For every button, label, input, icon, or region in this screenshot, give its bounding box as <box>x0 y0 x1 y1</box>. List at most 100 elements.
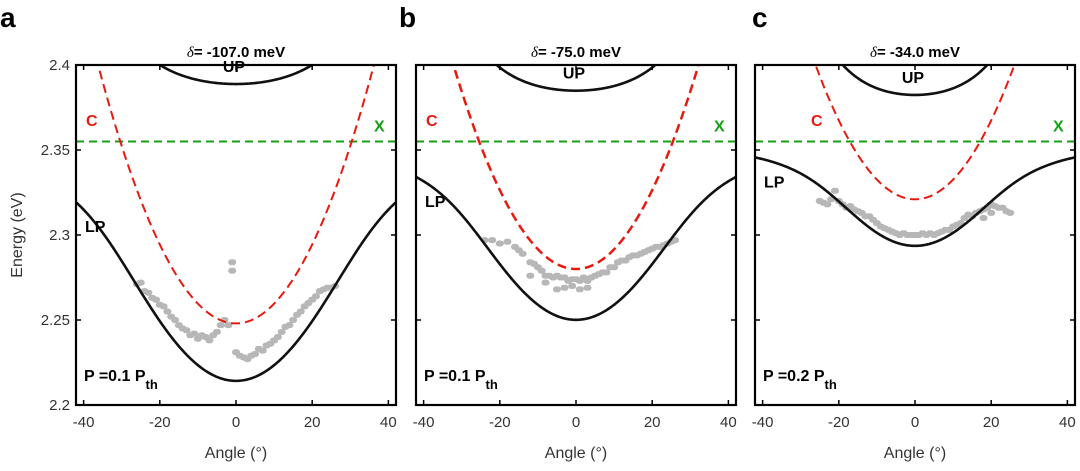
data-point <box>1006 209 1015 216</box>
data-point <box>610 264 619 271</box>
power-label: P =0.2 Pth <box>763 368 837 392</box>
y-tick-label: 2.25 <box>41 312 70 329</box>
data-point <box>831 187 839 194</box>
cavity-label: C <box>811 113 823 130</box>
data-point <box>526 272 535 279</box>
lp-label: LP <box>85 219 106 236</box>
data-point <box>205 337 214 344</box>
data-point <box>182 327 191 334</box>
detuning-value: = -107.0 meV <box>194 44 285 61</box>
x-tick-label: 40 <box>380 414 397 431</box>
cavity-label: C <box>426 113 438 130</box>
power-value: P =0.1 P <box>424 368 486 385</box>
cavity-label: C <box>86 113 98 130</box>
cavity-curve <box>452 65 700 271</box>
data-point <box>568 283 577 289</box>
power-label: P =0.1 Pth <box>424 368 498 392</box>
data-point <box>212 328 221 335</box>
data-point <box>152 296 160 303</box>
panel-title: δ= -75.0 meV <box>531 44 621 61</box>
power-label: P =0.1 Pth <box>84 368 158 392</box>
panel-title: δ= -34.0 meV <box>870 44 960 61</box>
upper-polariton-curve <box>841 65 989 97</box>
lower-polariton-curve <box>76 201 396 383</box>
data-point <box>190 330 199 337</box>
plot-area <box>76 65 396 383</box>
y-tick-label: 2.2 <box>49 397 70 414</box>
data-point <box>602 269 611 276</box>
data-point <box>518 250 527 257</box>
upper-polariton-curve <box>157 65 315 86</box>
axes-frame <box>414 63 738 407</box>
exciton-label: X <box>714 119 725 136</box>
x-tick-label: -20 <box>149 414 171 431</box>
delta-symbol: δ <box>531 45 539 61</box>
detuning-value: = -34.0 meV <box>877 44 960 61</box>
data-point <box>277 328 286 335</box>
x-axis-label: Angle (°) <box>884 445 946 462</box>
plot-area <box>755 65 1075 248</box>
data-point <box>495 240 504 247</box>
data-point <box>285 322 294 329</box>
lp-label: LP <box>425 194 446 211</box>
data-point <box>488 237 497 244</box>
up-label: UP <box>223 59 246 76</box>
x-tick-label: 0 <box>232 414 240 431</box>
data-point <box>552 286 561 293</box>
y-tick-label: 2.4 <box>49 57 70 74</box>
panel-b: b δ= -75.0 meV -40 -20 0 20 40 Angle (°) UP LP C X P… <box>399 2 738 462</box>
delta-symbol: δ <box>187 45 195 61</box>
data-point <box>228 259 237 266</box>
x-axis-label: Angle (°) <box>205 445 267 462</box>
data-point <box>251 351 260 357</box>
lower-polariton-curve <box>416 175 736 322</box>
data-point <box>537 267 546 274</box>
data-point <box>273 334 282 340</box>
data-point <box>987 209 996 216</box>
detuning-value: = -75.0 meV <box>538 44 621 61</box>
data-point <box>583 284 592 291</box>
data-point <box>224 322 233 329</box>
upper-polariton-curve <box>494 65 658 92</box>
x-tick-label: -40 <box>752 414 774 431</box>
up-label: UP <box>902 70 925 87</box>
data-point <box>289 317 298 323</box>
x-tick-label: 40 <box>720 414 737 431</box>
plot-area <box>416 65 736 322</box>
panel-c: c δ= -34.0 meV -40 -20 0 20 40 Angle (°) UP LP C X P… <box>752 2 1077 462</box>
y-tick-label: 2.35 <box>41 142 70 159</box>
data-point <box>823 201 832 208</box>
data-point <box>144 289 153 296</box>
power-value: P =0.2 P <box>763 368 825 385</box>
x-tick-label: 0 <box>911 414 919 431</box>
x-tick-label: -20 <box>828 414 850 431</box>
panel-title: δ= -107.0 meV <box>187 44 285 61</box>
panel-letter: b <box>399 2 416 33</box>
panel-a: a δ= -107.0 meV -40 -20 0 20 40 2.2 2.25 2.3 2.35 2… <box>0 2 398 462</box>
data-point <box>312 293 320 300</box>
data-point <box>541 279 550 286</box>
x-axis-label: Angle (°) <box>545 445 607 462</box>
exciton-label: X <box>374 119 385 136</box>
exciton-label: X <box>1053 119 1064 136</box>
delta-symbol: δ <box>870 45 878 61</box>
power-subscript: th <box>146 377 158 392</box>
y-tick-label: 2.3 <box>49 227 70 244</box>
lp-label: LP <box>764 174 785 191</box>
data-point <box>159 303 168 310</box>
power-value: P =0.1 P <box>84 368 146 385</box>
x-tick-label: 20 <box>644 414 661 431</box>
data-point <box>296 308 305 315</box>
power-subscript: th <box>825 377 837 392</box>
data-point <box>171 317 180 323</box>
panel-letter: a <box>0 2 16 33</box>
data-point <box>216 322 225 329</box>
data-point <box>979 215 988 221</box>
data-point <box>163 308 172 315</box>
y-axis-label: Energy (eV) <box>9 192 26 277</box>
data-point <box>136 279 145 286</box>
x-tick-label: -40 <box>73 414 95 431</box>
x-tick-label: 40 <box>1059 414 1076 431</box>
data-point <box>228 267 237 274</box>
